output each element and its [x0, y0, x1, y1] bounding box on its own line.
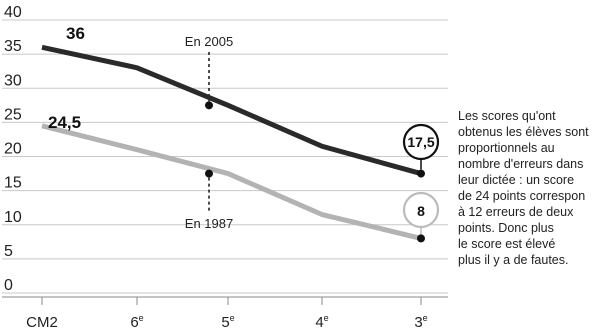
bubble-1987	[402, 191, 440, 229]
marker-1987-end	[417, 234, 425, 243]
marker-1987-mid	[205, 169, 213, 178]
note-line: de 24 points correspon	[458, 189, 586, 203]
value-label-2005-end: 17,5	[407, 134, 434, 150]
x-tick-label: 3e	[414, 313, 427, 331]
note-line: à 12 erreurs de deux	[458, 205, 574, 219]
value-labels: 36 24,5 17,5 8	[48, 24, 440, 235]
marker-2005-end	[417, 169, 425, 178]
series-group	[41, 44, 425, 243]
y-tick-label: 35	[4, 38, 22, 55]
x-axis: CM2 6e 5e 4e 3e	[2, 296, 448, 331]
y-tick-label: 15	[4, 175, 22, 192]
value-label-1987-end: 8	[417, 203, 425, 219]
y-tick-label: 20	[4, 141, 22, 158]
value-label-2005-start: 36	[66, 24, 85, 43]
x-tick-label: 4e	[315, 313, 328, 331]
x-tick-label: CM2	[26, 314, 58, 331]
y-tick-label: 5	[4, 243, 13, 260]
note-line: Les scores qu'ont	[458, 109, 556, 123]
note-line: nombre d'erreurs dans	[458, 157, 584, 171]
note-line: obtenus les élèves sont	[458, 125, 589, 139]
grid-lines	[2, 19, 448, 294]
y-tick-label: 30	[4, 72, 22, 89]
x-tick-label: 5e	[221, 313, 234, 331]
series-line-1987	[41, 123, 422, 241]
note-line: proportionnels au	[458, 141, 555, 155]
note-line: plus il y a de fautes.	[458, 253, 569, 267]
note-line: le score est élevé	[458, 237, 556, 251]
value-label-1987-start: 24,5	[48, 113, 81, 132]
annotation-2005: En 2005	[185, 34, 233, 49]
y-tick-label: 40	[4, 4, 22, 21]
y-tick-label: 25	[4, 106, 22, 123]
bubble-2005	[402, 123, 440, 161]
note-line: points. Donc plus	[458, 221, 554, 235]
y-tick-label: 10	[4, 209, 22, 226]
annotation-1987: En 1987	[185, 216, 233, 231]
series-line-2005	[41, 44, 422, 176]
marker-2005-mid	[205, 101, 213, 110]
x-tick-label: 6e	[130, 313, 143, 331]
annotations: En 2005 En 1987	[185, 34, 233, 231]
y-axis: 0 5 10 15 20 25 30 35 40	[4, 4, 22, 294]
explanatory-note: Les scores qu'ont obtenus les élèves sont…	[458, 108, 603, 268]
note-line: leur dictée : un score	[458, 173, 575, 187]
y-tick-label: 0	[4, 277, 13, 294]
